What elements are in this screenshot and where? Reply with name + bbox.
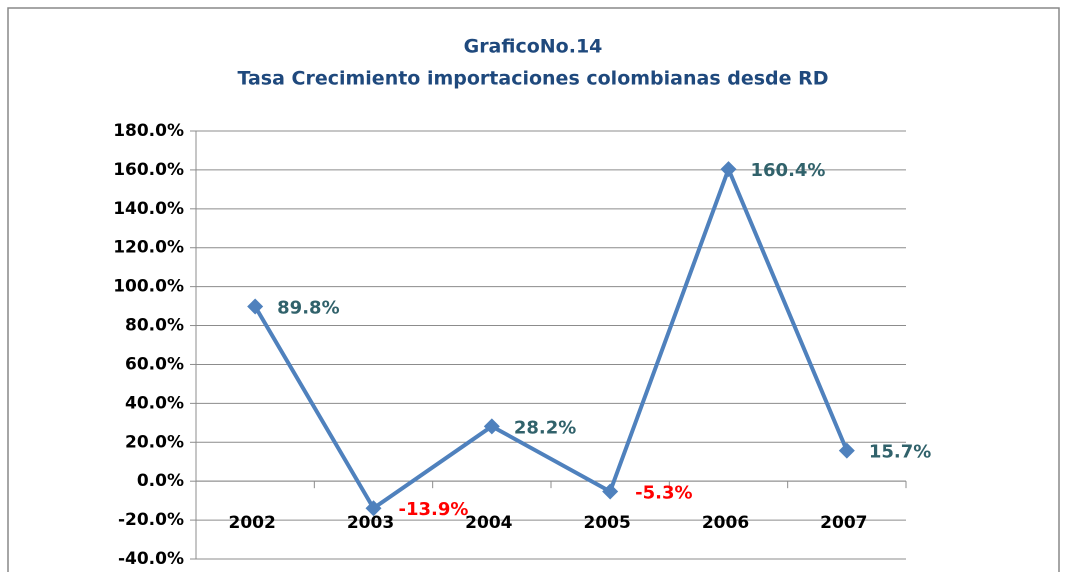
y-tick-label: -40.0% (118, 549, 184, 569)
data-label: -13.9% (399, 499, 469, 520)
data-point (720, 161, 737, 178)
x-tick-label: 2007 (820, 513, 867, 533)
data-point (365, 500, 382, 517)
y-tick-label: -20.0% (118, 510, 184, 530)
x-tick-label: 2005 (584, 513, 631, 533)
y-tick-label: 120.0% (113, 238, 184, 258)
data-label: -5.3% (635, 482, 692, 503)
data-point (602, 483, 619, 500)
series-line (253, 167, 849, 511)
y-tick-label: 40.0% (125, 393, 184, 413)
data-point (247, 298, 264, 315)
y-tick-label: 80.0% (125, 316, 184, 336)
y-tick-label: 160.0% (113, 160, 184, 180)
x-tick-label: 2006 (702, 513, 749, 533)
data-label: 15.7% (869, 442, 931, 463)
data-point (483, 418, 500, 435)
data-label: 28.2% (514, 417, 576, 438)
y-tick-label: 60.0% (125, 354, 184, 374)
chart-title: GraficoNo.14 (464, 36, 603, 58)
chart-subtitle: Tasa Crecimiento importaciones colombian… (237, 68, 828, 90)
y-tick-label: 0.0% (137, 471, 184, 491)
x-tick-label: 2003 (347, 513, 394, 533)
y-tick-label: 100.0% (113, 277, 184, 297)
x-tick-label: 2004 (465, 513, 512, 533)
y-tick-label: 140.0% (113, 199, 184, 219)
x-tick-label: 2002 (229, 513, 276, 533)
chart-border (7, 7, 1060, 572)
data-point (838, 442, 855, 459)
y-tick-label: 180.0% (113, 121, 184, 141)
data-label: 160.4% (751, 160, 826, 181)
y-tick-label: 20.0% (125, 432, 184, 452)
data-label: 89.8% (277, 297, 339, 318)
